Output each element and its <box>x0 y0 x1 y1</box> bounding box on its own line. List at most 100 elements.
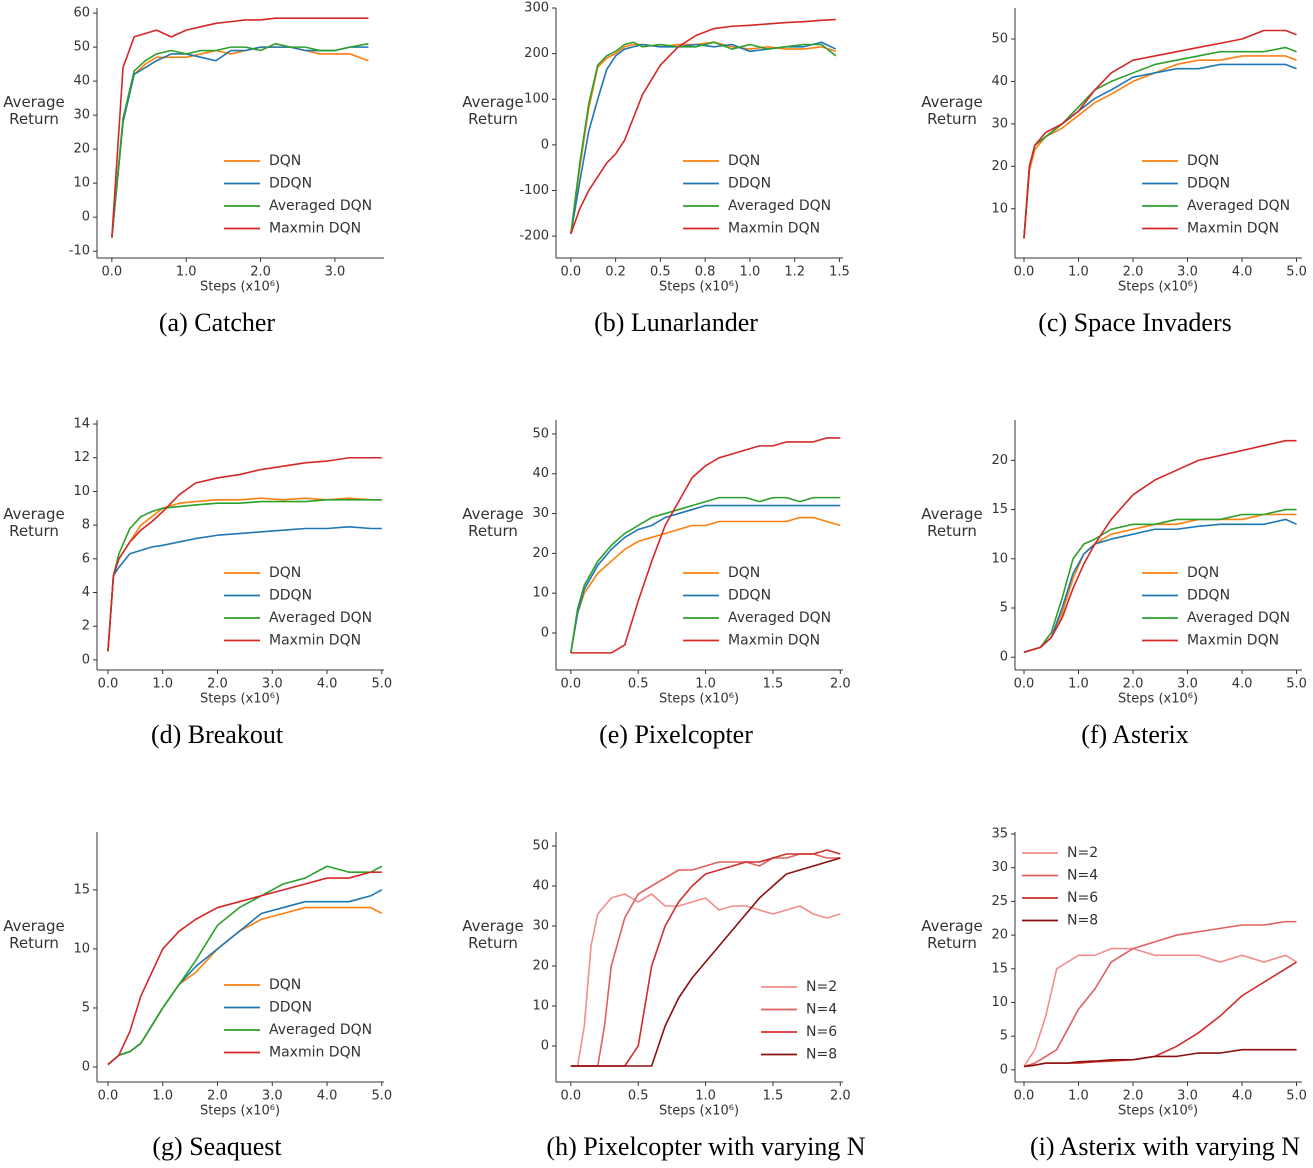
y-tick-label: 30 <box>532 919 549 934</box>
caption: (a) Catcher <box>159 308 276 337</box>
series-line <box>1023 1048 1297 1068</box>
y-tick-label: 20 <box>991 928 1008 943</box>
series-line <box>107 499 382 652</box>
x-tick-label: 0.5 <box>628 1089 649 1104</box>
legend-label: DQN <box>728 565 760 581</box>
y-tick-label: -10 <box>69 244 90 259</box>
x-tick-label: 4.0 <box>317 1089 338 1104</box>
x-tick-label: 1.5 <box>829 265 850 280</box>
y-axis-label-box: Average Return <box>3 918 65 952</box>
series-line <box>111 17 369 238</box>
x-tick-label: 1.2 <box>784 265 805 280</box>
y-tick-label: 2 <box>82 619 90 634</box>
y-tick-label: 15 <box>991 961 1008 976</box>
x-tick-label: 0.0 <box>1014 1089 1035 1104</box>
x-tick-label: 0.5 <box>628 677 649 692</box>
x-tick-label: 2.0 <box>1123 265 1144 280</box>
y-axis-label-box: Average Return <box>462 506 524 540</box>
legend-label: DDQN <box>269 1000 312 1016</box>
caption: (h) Pixelcopter with varying N <box>546 1132 865 1161</box>
series-line <box>107 865 383 1066</box>
y-tick-label: 25 <box>991 894 1008 909</box>
legend-label: DDQN <box>1187 588 1230 604</box>
y-tick-label: 6 <box>82 551 90 566</box>
y-tick-label: 0 <box>541 137 549 152</box>
x-axis-label: Steps (x10⁶) <box>659 280 739 295</box>
y-axis-label-box: Average Return <box>3 506 65 540</box>
x-axis-label: Steps (x10⁶) <box>1118 692 1198 707</box>
legend-label: N=4 <box>806 1002 837 1018</box>
y-tick-label: 10 <box>73 941 90 956</box>
y-tick-label: 30 <box>991 860 1008 875</box>
x-tick-label: 4.0 <box>1232 265 1253 280</box>
y-axis-label-box: Average Return <box>462 94 524 128</box>
legend-label: DQN <box>728 153 760 169</box>
legend-label: Maxmin DQN <box>1187 633 1279 649</box>
x-tick-label: 5.0 <box>1286 677 1307 692</box>
legend-label: DQN <box>1187 153 1219 169</box>
legend-label: N=2 <box>806 979 837 995</box>
legend-label: N=8 <box>806 1047 837 1063</box>
x-tick-label: 2.0 <box>830 677 851 692</box>
series-line <box>107 906 383 1066</box>
y-axis-label: Average Return <box>462 918 524 952</box>
legend-label: Maxmin DQN <box>728 221 820 237</box>
y-tick-label: 40 <box>532 466 549 481</box>
y-tick-label: 10 <box>532 999 549 1014</box>
y-tick-label: 10 <box>991 551 1008 566</box>
y-tick-label: 0 <box>541 625 549 640</box>
caption: (g) Seaquest <box>152 1132 282 1161</box>
x-tick-label: 1.5 <box>763 677 784 692</box>
y-tick-label: 0 <box>82 210 90 225</box>
x-axis-label: Steps (x10⁶) <box>1118 1104 1198 1119</box>
y-tick-label: 100 <box>524 92 549 107</box>
x-tick-label: 2.0 <box>207 677 228 692</box>
y-axis-label: Average Return <box>921 918 983 952</box>
series-line <box>111 42 369 238</box>
x-tick-label: 1.0 <box>740 265 761 280</box>
x-tick-label: 3.0 <box>1177 265 1198 280</box>
legend-label: DDQN <box>269 176 312 192</box>
y-tick-label: 30 <box>73 108 90 123</box>
x-tick-label: 0.0 <box>1014 677 1035 692</box>
series-line <box>1023 55 1297 239</box>
series-line <box>570 41 837 234</box>
x-tick-label: 3.0 <box>1177 677 1198 692</box>
series-line <box>570 437 841 654</box>
y-tick-label: 5 <box>1000 600 1008 615</box>
y-tick-label: 20 <box>73 142 90 157</box>
x-tick-label: 5.0 <box>1286 265 1307 280</box>
y-tick-label: 20 <box>532 546 549 561</box>
y-tick-label: 30 <box>532 506 549 521</box>
x-tick-label: 2.0 <box>207 1089 228 1104</box>
x-tick-label: 2.0 <box>1123 677 1144 692</box>
x-tick-label: 0.2 <box>605 265 626 280</box>
y-tick-label: 300 <box>524 1 549 16</box>
y-tick-label: -100 <box>519 183 549 198</box>
y-axis-label: Average Return <box>3 94 65 128</box>
y-tick-label: 4 <box>82 585 90 600</box>
y-axis-label: Average Return <box>3 918 65 952</box>
y-axis-label-box: Average Return <box>921 918 983 952</box>
x-tick-label: 1.0 <box>152 677 173 692</box>
series-line <box>570 853 841 1067</box>
y-tick-label: 60 <box>73 6 90 21</box>
legend-label: Maxmin DQN <box>269 1045 361 1061</box>
x-tick-label: 3.0 <box>325 265 346 280</box>
y-tick-label: 10 <box>991 995 1008 1010</box>
series-line <box>1023 439 1297 654</box>
legend-label: N=2 <box>1067 845 1098 861</box>
legend-label: DDQN <box>728 588 771 604</box>
caption: (b) Lunarlander <box>594 308 758 337</box>
legend-label: DQN <box>269 153 301 169</box>
y-tick-label: 40 <box>991 74 1008 89</box>
y-tick-label: 40 <box>73 74 90 89</box>
series-line <box>107 871 382 1066</box>
x-tick-label: 0.0 <box>102 265 123 280</box>
legend-label: DQN <box>1187 565 1219 581</box>
y-tick-label: 50 <box>532 839 549 854</box>
legend-label: Maxmin DQN <box>269 221 361 237</box>
legend-label: N=6 <box>1067 890 1098 906</box>
legend-label: Averaged DQN <box>1187 198 1290 214</box>
